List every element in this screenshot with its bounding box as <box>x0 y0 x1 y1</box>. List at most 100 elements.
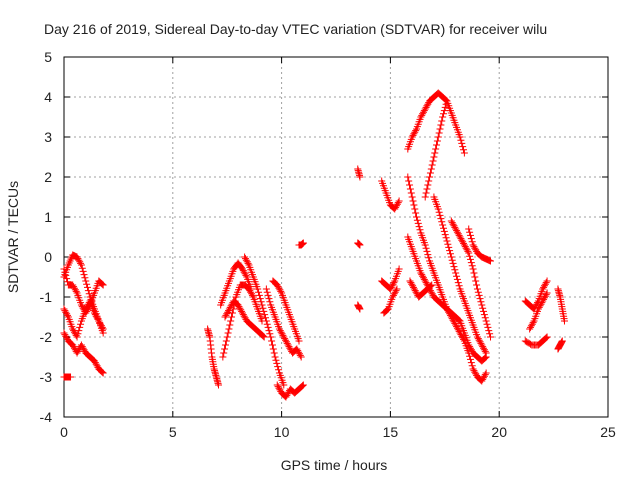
data-point <box>84 283 92 291</box>
data-point <box>429 157 437 165</box>
series-arc-c3 <box>354 301 364 313</box>
data-point <box>276 286 284 294</box>
data-point <box>96 319 104 327</box>
data-point <box>466 228 474 236</box>
data-point <box>294 347 302 355</box>
series-arc-d5 <box>406 277 436 301</box>
data-point <box>451 266 459 274</box>
data-point <box>387 283 395 291</box>
data-point <box>408 193 416 201</box>
data-point <box>476 295 484 303</box>
data-point <box>225 305 233 313</box>
data-point <box>413 213 421 221</box>
series-arc-b5 <box>241 253 288 389</box>
data-point <box>245 285 253 293</box>
y-tick-label: -4 <box>40 409 53 425</box>
data-point <box>423 247 431 255</box>
data-point <box>389 291 397 299</box>
data-point <box>248 290 256 298</box>
data-point <box>394 199 402 207</box>
data-point <box>285 343 293 351</box>
data-point <box>477 339 485 347</box>
series-arc-e5 <box>554 337 566 353</box>
data-point <box>84 287 92 295</box>
data-point <box>542 279 550 287</box>
data-point <box>466 355 474 363</box>
y-tick-label: 4 <box>44 89 52 105</box>
data-point <box>94 315 102 323</box>
data-point <box>473 333 481 341</box>
data-point <box>560 317 568 325</box>
series-arc-c4 <box>378 177 403 213</box>
data-point <box>79 267 87 275</box>
data-point <box>77 320 85 328</box>
data-point <box>219 353 227 361</box>
data-point <box>483 320 491 328</box>
data-point <box>282 338 290 346</box>
data-point <box>73 333 81 341</box>
data-point <box>479 304 487 312</box>
data-point <box>411 128 419 136</box>
data-point <box>427 288 435 296</box>
data-point <box>458 236 466 244</box>
grid-layer <box>64 57 608 417</box>
series-arc-a5 <box>60 373 75 381</box>
data-point <box>62 332 70 340</box>
data-point <box>558 337 566 345</box>
data-point <box>242 256 250 264</box>
series-arc-d2 <box>421 97 451 201</box>
data-point <box>540 295 548 303</box>
data-point <box>78 343 86 351</box>
data-point <box>474 288 482 296</box>
data-point <box>391 205 399 213</box>
data-point <box>539 285 547 293</box>
data-point <box>468 362 476 370</box>
data-point <box>421 241 429 249</box>
data-point <box>476 338 484 346</box>
data-point <box>463 246 471 254</box>
data-point <box>238 265 246 273</box>
data-point <box>284 341 292 349</box>
data-point <box>450 318 458 326</box>
data-point <box>469 265 477 273</box>
data-point <box>241 314 249 322</box>
series-arc-b1 <box>204 325 222 389</box>
data-point <box>69 341 77 349</box>
data-point <box>77 301 85 309</box>
data-point <box>451 223 459 231</box>
data-point <box>247 288 255 296</box>
series-arc-c1 <box>354 165 364 181</box>
data-point <box>481 314 489 322</box>
data-point <box>425 177 433 185</box>
data-point <box>76 258 84 266</box>
data-point <box>228 309 236 317</box>
data-point <box>442 100 450 108</box>
x-tick-label: 0 <box>60 424 68 440</box>
data-point <box>239 267 247 275</box>
data-point <box>61 268 69 276</box>
data-point <box>541 335 549 343</box>
data-point <box>471 368 479 376</box>
data-point <box>240 312 248 320</box>
data-point <box>234 301 242 309</box>
data-point <box>226 303 234 311</box>
data-point <box>449 220 457 228</box>
data-point <box>241 270 249 278</box>
data-point <box>75 256 83 264</box>
data-point <box>93 314 101 322</box>
series-arc-e2 <box>526 289 551 333</box>
data-point <box>70 328 78 336</box>
data-point <box>261 311 269 319</box>
data-point <box>432 145 440 153</box>
data-point <box>529 319 537 327</box>
data-point <box>447 217 455 225</box>
data-point <box>461 243 469 251</box>
data-point <box>436 125 444 133</box>
data-point <box>273 359 281 367</box>
data-point <box>469 241 477 249</box>
data-point <box>77 341 85 349</box>
data-point <box>434 133 442 141</box>
data-point <box>543 277 551 285</box>
data-point <box>268 337 276 345</box>
data-point <box>72 331 80 339</box>
